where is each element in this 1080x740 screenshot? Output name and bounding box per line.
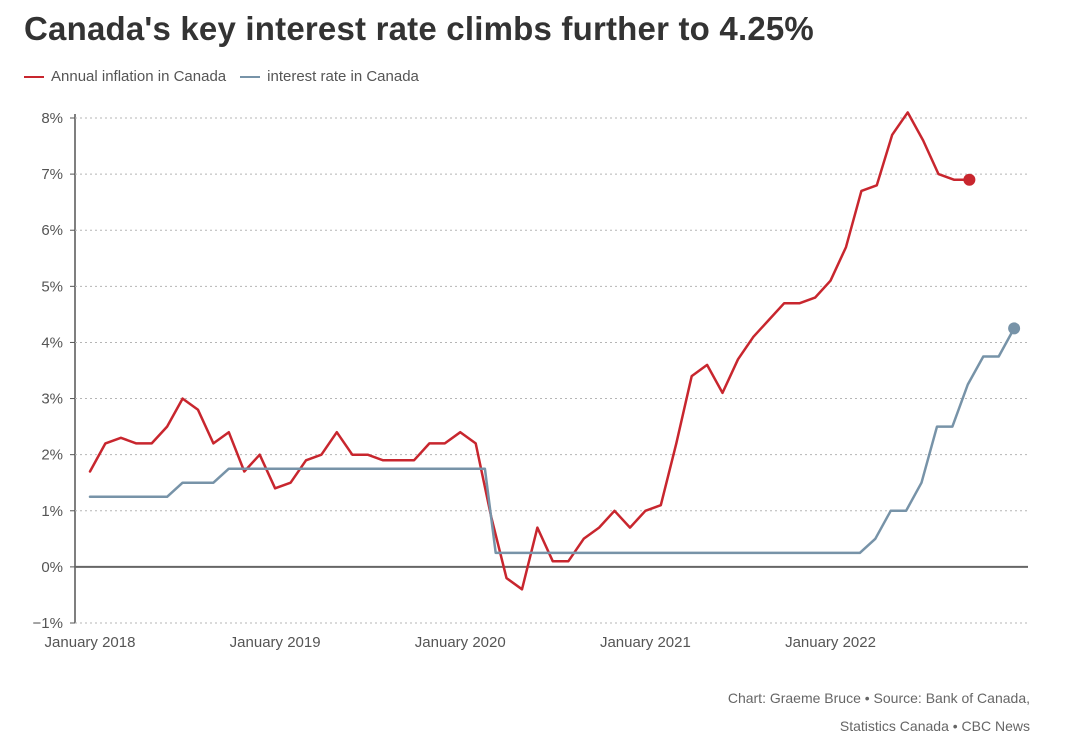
x-tick-label: January 2021: [600, 634, 691, 651]
y-tick-label: 4%: [41, 334, 63, 351]
x-tick-label: January 2019: [230, 634, 321, 651]
y-tick-label: 5%: [41, 278, 63, 295]
inflation-line: [88, 111, 971, 591]
y-tick-label: 3%: [41, 391, 63, 408]
y-axis-labels: −1% 0% 1% 2% 3% 4% 5% 6% 7% 8%: [33, 110, 63, 632]
y-tick-label: 7%: [41, 166, 63, 183]
legend-item-inflation[interactable]: Annual inflation in Canada: [24, 68, 226, 85]
inflation-end-marker: [963, 173, 976, 186]
legend-swatch-inflation: [24, 75, 44, 78]
source-credit: Chart: Graeme Bruce • Source: Bank of Ca…: [728, 684, 1030, 740]
series-end-markers: [963, 173, 1021, 335]
legend-swatch-interest-rate: [240, 75, 261, 78]
y-tick-label: 8%: [41, 110, 63, 127]
legend: Annual inflation in Canada interest rate…: [24, 68, 433, 85]
chart-title: Canada's key interest rate climbs furthe…: [24, 10, 814, 47]
series-lines: [88, 111, 1016, 591]
legend-label-inflation: Annual inflation in Canada: [51, 68, 227, 85]
y-tick-label: 1%: [41, 503, 63, 520]
x-tick-label: January 2018: [45, 634, 136, 651]
y-tick-label: −1%: [33, 615, 63, 632]
legend-item-interest-rate[interactable]: interest rate in Canada: [240, 68, 419, 85]
x-tick-label: January 2022: [785, 634, 876, 651]
gridlines: [70, 114, 1028, 624]
y-tick-label: 6%: [41, 222, 63, 239]
source-line-2: Statistics Canada • CBC News: [839, 718, 1030, 734]
legend-label-interest-rate: interest rate in Canada: [267, 68, 419, 85]
interest-rate-line: [88, 327, 1016, 555]
x-axis: January 2018 January 2019 January 2020 Janu…: [45, 634, 876, 651]
y-tick-label: 0%: [41, 559, 63, 576]
y-tick-label: 2%: [41, 447, 63, 464]
source-line-1: Chart: Graeme Bruce • Source: Bank of Ca…: [727, 690, 1030, 706]
x-tick-label: January 2020: [415, 634, 506, 651]
interest-rate-end-marker: [1008, 322, 1021, 335]
